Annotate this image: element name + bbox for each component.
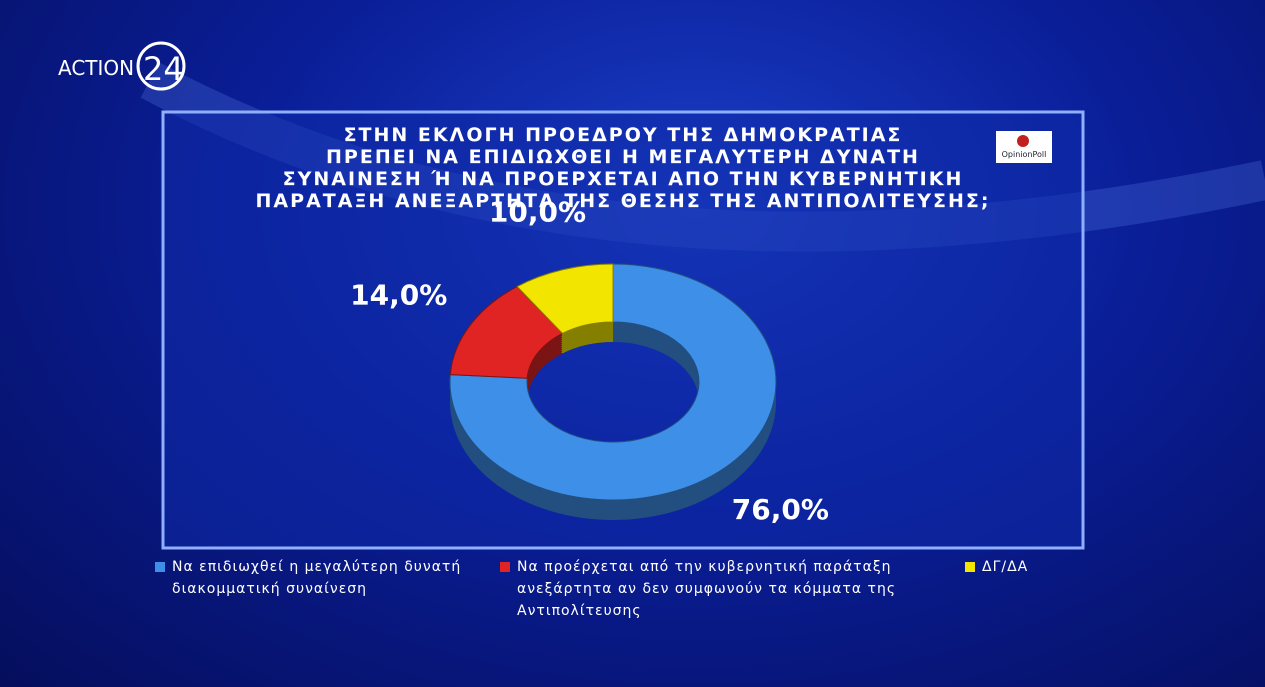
logo-number: 24	[143, 50, 184, 88]
logo-text: ACTION	[58, 56, 134, 80]
data-label: 76,0%	[732, 493, 829, 526]
legend-entry: Να προέρχεται από την κυβερνητική παράτα…	[500, 556, 937, 622]
legend-entry: ΔΓ/ΔΑ	[965, 556, 1102, 578]
slice	[449, 263, 777, 501]
legend-swatch	[155, 562, 165, 572]
legend-label: ΔΓ/ΔΑ	[982, 559, 1029, 575]
data-label: 10,0%	[489, 196, 586, 229]
legend-label: Να επιδιωχθεί η μεγαλύτερη δυνατή διακομ…	[172, 559, 462, 597]
chart-title: ΣΤΗΝ ΕΚΛΟΓΗ ΠΡΟΕΔΡΟΥ ΤΗΣ ΔΗΜΟΚΡΑΤΙΑΣ ΠΡΕ…	[255, 124, 991, 212]
legend-label: Να προέρχεται από την κυβερνητική παράτα…	[517, 559, 897, 619]
legend-swatch	[500, 562, 510, 572]
logo-ring	[136, 41, 186, 91]
data-label: 14,0%	[350, 279, 447, 312]
source-dot	[1017, 135, 1029, 147]
pie: 76,0% 14,0% 10,0%	[350, 196, 829, 526]
slice	[516, 263, 614, 335]
legend-swatch	[965, 562, 975, 572]
source: OpinionPoll	[1002, 150, 1047, 159]
legend-entry: Να επιδιωχθεί η μεγαλύτερη δυνατή διακομ…	[155, 556, 492, 600]
